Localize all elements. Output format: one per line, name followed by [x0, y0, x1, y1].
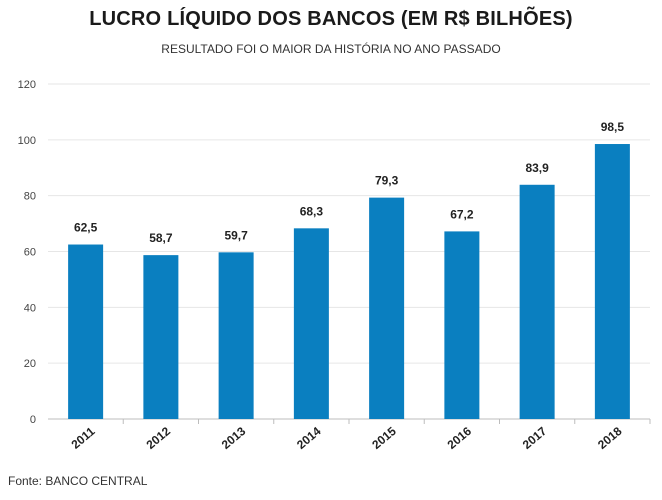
y-tick-label: 120 — [18, 79, 36, 91]
x-tick-label-2017: 2017 — [520, 424, 550, 452]
data-label-2014: 68,3 — [300, 204, 324, 218]
y-tick-label: 40 — [24, 302, 36, 314]
data-label-2011: 62,5 — [74, 221, 98, 235]
data-labels: 62,5 58,7 59,7 68,3 79,3 67,2 83,9 98,5 — [74, 120, 624, 245]
data-label-2012: 58,7 — [149, 231, 173, 245]
y-tick-label: 0 — [30, 414, 36, 426]
bar-2016 — [444, 231, 480, 419]
x-tick-label-2016: 2016 — [445, 424, 475, 452]
x-tick-label-2014: 2014 — [294, 424, 324, 452]
x-tick-label-2018: 2018 — [595, 424, 625, 452]
y-tick-label: 100 — [18, 135, 36, 147]
y-axis-ticks: 0 20 40 60 80 100 120 — [18, 79, 36, 426]
source-note: Fonte: BANCO CENTRAL — [8, 474, 148, 488]
x-tick-label-2012: 2012 — [144, 424, 174, 452]
x-axis-ticks: 2011 2012 2013 2014 2015 2016 2017 2018 — [69, 419, 651, 452]
data-label-2016: 67,2 — [450, 207, 474, 221]
bar-2017 — [519, 184, 555, 419]
data-label-2017: 83,9 — [525, 161, 549, 175]
data-label-2013: 59,7 — [224, 228, 248, 242]
data-label-2018: 98,5 — [601, 120, 625, 134]
x-tick-label-2013: 2013 — [219, 424, 249, 452]
y-tick-label: 60 — [24, 247, 36, 259]
bar-2011 — [68, 244, 104, 419]
bars — [68, 144, 630, 420]
bar-2018 — [594, 144, 630, 420]
x-tick-label-2015: 2015 — [369, 424, 399, 452]
gridlines — [48, 83, 650, 420]
data-label-2015: 79,3 — [375, 174, 399, 188]
bar-2015 — [369, 197, 405, 419]
y-tick-label: 20 — [24, 358, 36, 370]
chart-title: LUCRO LÍQUIDO DOS BANCOS (EM R$ BILHÕES) — [89, 8, 573, 30]
bar-2014 — [293, 228, 329, 419]
chart-subtitle: RESULTADO FOI O MAIOR DA HISTÓRIA NO ANO… — [161, 42, 501, 56]
x-tick-label-2011: 2011 — [69, 424, 98, 452]
y-tick-label: 80 — [24, 191, 36, 203]
bar-2012 — [143, 255, 179, 419]
bar-2013 — [218, 252, 254, 419]
